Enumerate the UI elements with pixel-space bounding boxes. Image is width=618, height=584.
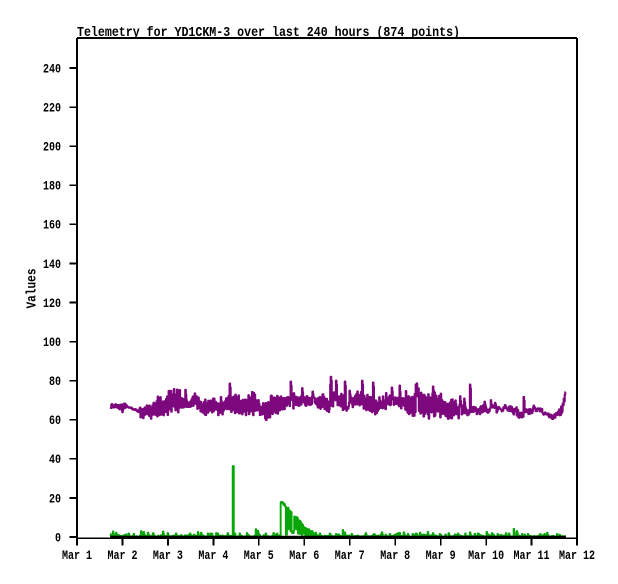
svg-text:Mar 6: Mar 6	[289, 548, 319, 563]
svg-text:Mar 7: Mar 7	[335, 548, 365, 563]
svg-text:Mar 9: Mar 9	[426, 548, 456, 563]
svg-text:80: 80	[49, 374, 61, 389]
svg-text:Mar 1: Mar 1	[62, 548, 92, 563]
svg-text:240: 240	[43, 61, 61, 76]
svg-text:Telemetry for YD1CKM-3 over la: Telemetry for YD1CKM-3 over last 240 hou…	[77, 25, 460, 41]
svg-text:Mar 10: Mar 10	[468, 548, 504, 563]
svg-text:60: 60	[49, 413, 61, 428]
svg-text:Mar 3: Mar 3	[153, 548, 183, 563]
svg-text:Mar 2: Mar 2	[108, 548, 138, 563]
svg-text:220: 220	[43, 101, 61, 116]
svg-text:20: 20	[49, 491, 61, 506]
svg-text:0: 0	[55, 530, 61, 545]
svg-text:140: 140	[43, 257, 61, 272]
svg-text:Mar 4: Mar 4	[198, 548, 228, 563]
svg-text:Mar 5: Mar 5	[244, 548, 274, 563]
svg-text:Mar 8: Mar 8	[380, 548, 410, 563]
svg-text:160: 160	[43, 218, 61, 233]
svg-text:180: 180	[43, 179, 61, 194]
svg-text:100: 100	[43, 335, 61, 350]
svg-text:Mar 12: Mar 12	[559, 548, 595, 563]
svg-text:Values: Values	[25, 269, 41, 309]
svg-text:Mar 11: Mar 11	[514, 548, 550, 563]
svg-text:120: 120	[43, 296, 61, 311]
svg-text:40: 40	[49, 452, 61, 467]
svg-text:200: 200	[43, 140, 61, 155]
